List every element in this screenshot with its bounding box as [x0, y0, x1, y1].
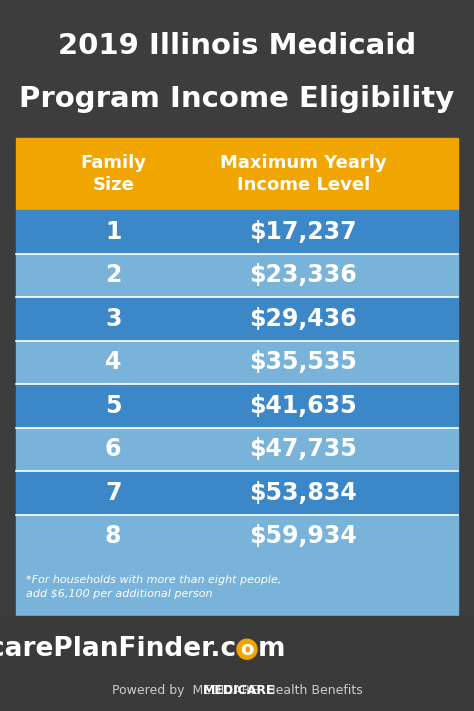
Bar	[16, 341, 458, 384]
Text: *For households with more than eight people,
add $6,100 per additional person: *For households with more than eight peo…	[26, 575, 282, 599]
Text: Powered by  MEDICARE  Health Benefits: Powered by MEDICARE Health Benefits	[111, 683, 363, 697]
Bar	[16, 471, 458, 515]
Text: Maximum Yearly
Income Level: Maximum Yearly Income Level	[220, 154, 387, 194]
Bar	[16, 515, 458, 558]
Bar	[16, 297, 458, 341]
Text: 6: 6	[105, 437, 121, 461]
Text: 4: 4	[105, 351, 121, 374]
Text: $23,336: $23,336	[249, 263, 357, 287]
Text: 2019 Illinois Medicaid: 2019 Illinois Medicaid	[58, 31, 416, 60]
Text: $41,635: $41,635	[249, 394, 357, 418]
Bar	[16, 210, 458, 254]
Text: $35,535: $35,535	[249, 351, 357, 374]
Text: 7: 7	[105, 481, 121, 505]
Bar	[0, 616, 474, 711]
Text: 8: 8	[105, 524, 121, 548]
Text: 3: 3	[105, 306, 121, 331]
Bar	[16, 138, 458, 210]
Text: $17,237: $17,237	[249, 220, 357, 244]
Circle shape	[237, 639, 257, 659]
Text: $53,834: $53,834	[249, 481, 357, 505]
Bar	[16, 384, 458, 427]
Bar	[16, 558, 458, 616]
Text: Program Income Eligibility: Program Income Eligibility	[19, 85, 455, 113]
Text: MedicarePlanFinder.c: MedicarePlanFinder.c	[0, 636, 237, 662]
Bar	[16, 427, 458, 471]
Text: m: m	[258, 636, 285, 662]
Text: o: o	[240, 640, 254, 659]
Text: $59,934: $59,934	[249, 524, 357, 548]
Text: Family
Size: Family Size	[80, 154, 146, 194]
Bar	[0, 0, 474, 138]
Bar	[16, 254, 458, 297]
Text: 1: 1	[105, 220, 121, 244]
Text: 2: 2	[105, 263, 121, 287]
Text: MEDICARE: MEDICARE	[203, 683, 275, 697]
Text: $29,436: $29,436	[249, 306, 357, 331]
Text: 5: 5	[105, 394, 121, 418]
Text: $47,735: $47,735	[249, 437, 357, 461]
